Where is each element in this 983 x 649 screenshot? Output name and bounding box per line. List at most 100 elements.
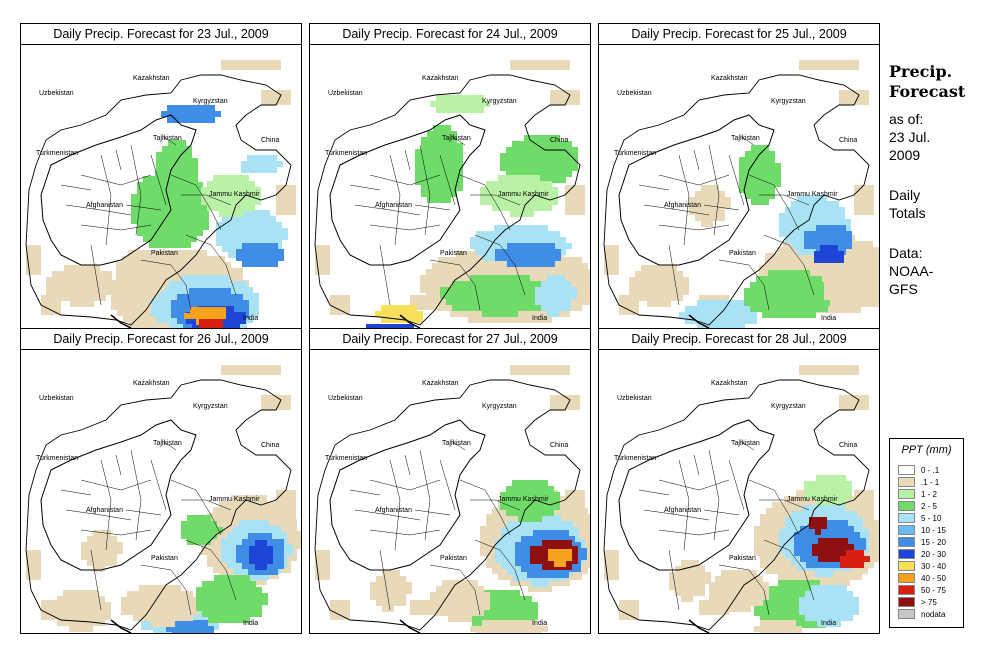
precip-cell [225,205,231,211]
precip-cell [382,582,388,588]
precip-cell [567,527,573,533]
province-border [658,224,730,231]
precip-cell [514,596,520,602]
precip-cell [217,527,223,533]
precip-cell [231,294,237,300]
precip-cell [376,600,382,606]
precip-cell [733,306,739,312]
precip-cell [330,600,350,620]
precip-cell [159,250,165,256]
precip-cell [219,211,225,217]
precip-cell [772,586,778,592]
precip-cell [185,111,191,117]
precip-cell [439,185,445,191]
precip-cell [157,609,163,615]
precip-cell [291,519,297,525]
precip-cell [249,513,255,519]
precip-cell [778,592,784,598]
province-border [185,234,237,296]
precip-cell [546,193,552,199]
precip-cell [839,219,845,225]
precip-cell [500,626,506,632]
precip-cell [242,255,248,261]
precip-cell [249,558,255,564]
precip-cell [842,282,848,288]
precip-cell [199,539,205,545]
map-label-pakistan: Pakistan [151,250,178,257]
precip-cell [659,295,665,301]
precip-cell [514,614,520,620]
precip-cell [539,572,545,578]
precip-cell [486,520,492,526]
precip-cell [161,194,167,200]
precip-cell [530,510,536,516]
precip-cell [530,558,536,564]
precip-cell [88,283,94,289]
precip-cell [315,550,330,580]
precip-cell [588,562,590,568]
precip-cell [219,561,225,567]
precip-cell [222,222,228,228]
precip-cell [739,300,745,306]
precip-cell [186,158,192,164]
precip-cell [261,579,267,585]
precip-cell [201,256,207,262]
precip-cell [745,163,751,169]
precip-cell [480,532,486,538]
precip-cell [821,511,827,517]
precip-cell [754,604,760,610]
precip-cell [536,159,542,165]
precip-cell [439,149,445,155]
precip-cell [566,564,572,570]
precip-cell [149,194,155,200]
precip-cell [464,305,470,311]
precip-cell [63,620,69,626]
precip-cell [179,206,185,212]
precip-cell [828,225,834,231]
precip-cell [537,261,543,267]
precip-cell [454,101,460,107]
precip-cell [255,564,261,570]
precip-cell [227,556,233,562]
panel-title: Daily Precip. Forecast for 28 Jul., 2009 [599,329,879,350]
precip-cell [486,532,492,538]
precip-cell [180,188,186,194]
precip-cell [576,275,582,281]
precip-cell [784,610,790,616]
precip-cell [457,155,463,161]
province-border [115,149,122,171]
precip-cell [800,550,806,556]
precip-cell [854,300,860,306]
precip-cell [653,301,659,307]
province-border [643,204,710,216]
precip-cell [240,222,246,228]
precip-cell [856,574,862,580]
precip-cell [219,531,225,537]
precip-cell [762,282,768,288]
precip-cell [231,211,237,217]
precip-cell [195,294,201,300]
precip-cell [768,270,774,276]
precip-cell [521,566,527,572]
precip-cell [739,175,745,181]
precip-cell [557,536,563,542]
precip-cell [806,562,812,568]
precip-cell [196,593,202,599]
precip-cell [186,188,192,194]
precip-cell [58,271,64,277]
precip-cell [231,507,237,513]
precip-cell [244,599,250,605]
precip-cell [184,632,190,633]
precip-cell [273,513,279,519]
precip-cell [234,216,240,222]
precip-cell [641,271,647,277]
precip-cell [756,282,762,288]
precip-cell [243,199,249,205]
precip-cell [227,550,233,556]
precip-cell [445,191,451,197]
precip-cell [168,182,174,188]
precip-cell [75,620,81,626]
map-label-kyrgyzstan: Kyrgyzstan [193,98,228,105]
precip-cell [830,276,836,282]
precip-cell [128,256,134,262]
